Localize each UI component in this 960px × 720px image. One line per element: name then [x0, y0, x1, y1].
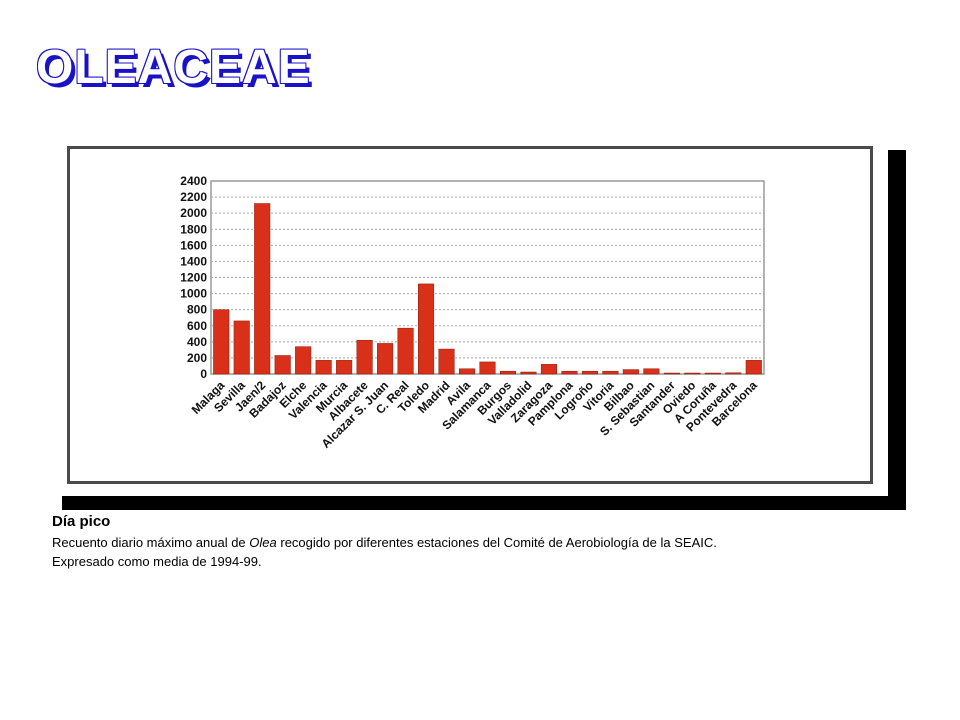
bar [438, 348, 455, 375]
bar [663, 372, 680, 375]
y-tick-label: 2000 [180, 206, 207, 220]
bar [254, 203, 271, 375]
bar [233, 320, 250, 375]
bar [356, 339, 373, 375]
caption-line-1-species: Olea [249, 535, 277, 550]
caption-heading: Día pico [52, 513, 111, 530]
chart-frame: 0 200 400 600 800 1000 1200 1400 1600 1800 2000 220… [58, 138, 888, 496]
caption-line-2: Expresado como media de 1994-99. [52, 554, 262, 569]
bar [274, 355, 291, 375]
bar [561, 370, 578, 375]
caption-line-1-start: Recuento diario máximo anual de [52, 535, 250, 550]
bar [315, 360, 332, 375]
bar [397, 327, 414, 375]
bar-chart: 0 200 400 600 800 1000 1200 1400 1600 1800 2000 220… [180, 174, 765, 451]
bar [418, 283, 435, 375]
bar [520, 371, 537, 375]
bar [336, 360, 353, 375]
bar [602, 370, 619, 375]
bar [499, 370, 517, 375]
y-tick-label: 2200 [180, 190, 207, 204]
slide-title: OLEACEAE [36, 41, 311, 94]
caption-line-1-end: recogido por diferentes estaciones del C… [276, 535, 717, 550]
bar [377, 343, 394, 375]
bar [540, 364, 557, 375]
y-tick-label: 600 [187, 319, 207, 333]
y-tick-label: 200 [187, 351, 207, 365]
bar [745, 360, 762, 375]
y-tick-label: 1400 [180, 254, 207, 268]
bar [725, 372, 742, 375]
y-tick-label: 400 [187, 335, 207, 349]
y-tick-label: 1800 [180, 222, 207, 236]
bar [704, 372, 721, 375]
y-tick-label: 2400 [180, 174, 207, 188]
bar [213, 309, 230, 375]
bar [458, 368, 476, 375]
bar [622, 369, 639, 375]
bar [643, 368, 660, 375]
bar [295, 346, 312, 375]
y-tick-label: 0 [200, 367, 207, 381]
caption-line-1: Recuento diario máximo anual de Olea rec… [52, 533, 912, 552]
caption: Día pico Recuento diario máximo anual de… [52, 513, 912, 571]
chart-panel: 0 200 400 600 800 1000 1200 1400 1600 1800 2000 220… [67, 146, 873, 484]
bar [581, 370, 598, 375]
bar [479, 361, 496, 375]
y-tick-label: 1000 [180, 287, 207, 301]
y-tick-label: 1200 [180, 271, 207, 285]
bar [684, 372, 701, 375]
y-tick-label: 800 [187, 303, 207, 317]
y-tick-label: 1600 [180, 238, 207, 252]
